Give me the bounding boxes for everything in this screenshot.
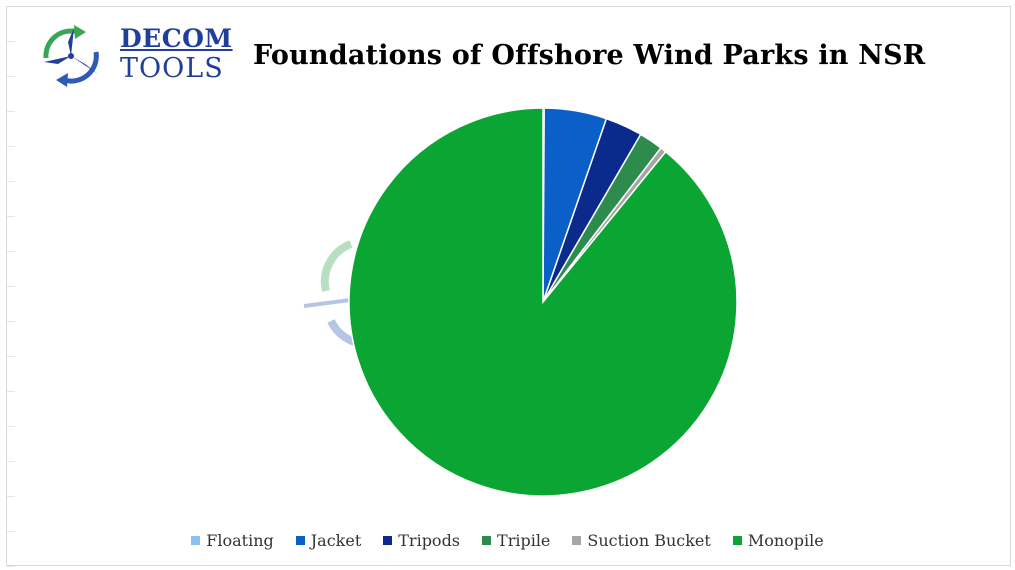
legend-label: Monopile bbox=[747, 531, 824, 550]
legend-swatch bbox=[732, 536, 742, 545]
legend-label: Suction Bucket bbox=[587, 531, 711, 550]
legend-swatch bbox=[383, 536, 393, 545]
decom-tools-logo: DECOM TOOLS bbox=[38, 22, 238, 92]
legend-item-monopile: Monopile bbox=[732, 531, 824, 550]
legend-swatch bbox=[572, 536, 582, 545]
chart-legend: Floating Jacket Tripods Tripile Suction Buck… bbox=[0, 531, 1015, 550]
worksheet-gridlines bbox=[7, 7, 15, 567]
legend-label: Tripods bbox=[398, 531, 461, 550]
wind-turbine-recycle-icon bbox=[43, 25, 99, 87]
legend-swatch bbox=[482, 536, 492, 545]
legend-item-floating: Floating bbox=[191, 531, 274, 550]
legend-swatch bbox=[191, 536, 201, 545]
legend-label: Jacket bbox=[310, 531, 362, 550]
legend-item-tripods: Tripods bbox=[383, 531, 460, 550]
chart-title: Foundations of Offshore Wind Parks in NS… bbox=[253, 40, 926, 71]
logo-text-decom: DECOM bbox=[120, 24, 233, 53]
logo-text-tools: TOOLS bbox=[120, 53, 224, 84]
legend-item-tripile: Tripile bbox=[482, 531, 550, 550]
legend-item-suction-bucket: Suction Bucket bbox=[572, 531, 711, 550]
legend-label: Floating bbox=[206, 531, 274, 550]
pie-chart bbox=[348, 107, 738, 497]
legend-label: Tripile bbox=[497, 531, 551, 550]
legend-item-jacket: Jacket bbox=[295, 531, 362, 550]
legend-swatch bbox=[295, 536, 305, 545]
pie-slice-monopile bbox=[348, 107, 738, 497]
